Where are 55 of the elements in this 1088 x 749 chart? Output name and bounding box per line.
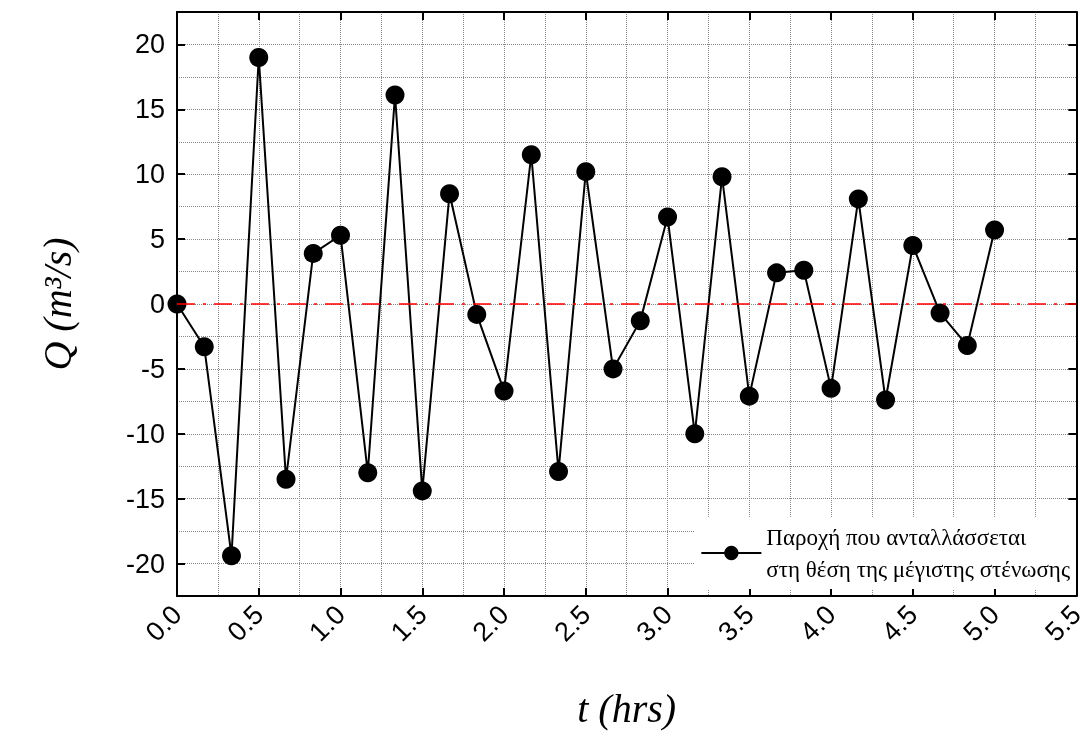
point [385,85,405,105]
x-tick-label: 4.5 [875,599,924,648]
point [603,359,623,379]
x-tick-label: 0.0 [139,599,188,648]
x-tick-label: 4.0 [793,599,842,648]
point [576,162,596,182]
x-tick-label: 5.5 [1039,599,1087,648]
point [767,263,787,283]
point [412,481,432,501]
point [685,424,705,444]
x-tick-label: 2.5 [548,599,597,648]
point [331,225,351,245]
y-tick-label: -15 [125,483,165,514]
point [712,167,732,187]
point [821,378,841,398]
x-tick-label: 3.0 [630,599,679,648]
point [658,207,678,227]
y-tick-label: -20 [125,548,165,579]
y-axis-title: Q (m³/s) [34,237,80,371]
point [222,546,241,566]
point [903,236,923,256]
point [249,47,269,67]
point [985,220,1005,240]
point [303,243,323,263]
point [848,189,868,209]
x-tick-label: 2.0 [466,599,515,648]
x-tick-label: 1.5 [385,599,433,648]
y-tick-label: -10 [125,418,165,449]
point [358,463,378,483]
point [549,461,569,481]
y-tick-label: 10 [134,159,165,190]
point [467,304,487,324]
point [957,336,977,356]
point [521,145,541,165]
x-tick-label: 0.5 [221,599,270,648]
point [194,337,214,357]
x-tick-label: 1.0 [303,599,352,648]
y-tick-label: 0 [149,289,165,319]
point [630,311,650,331]
legend-label: Παροχή που ανταλλάσσεται στη θέση της μέγιστης στένωσης [766,524,1070,582]
y-tick-label: -5 [140,353,165,384]
point [167,294,187,314]
point [794,260,814,280]
point [930,303,950,323]
y-tick-label: 5 [149,224,165,255]
y-tick-label: 15 [134,94,165,125]
y-tick-label: 20 [134,29,165,60]
point [739,386,759,406]
point [440,184,460,204]
x-axis-title: t (hrs) [577,685,677,731]
x-tick-label: 5.0 [957,599,1006,648]
point [276,469,296,489]
x-tick-label: 3.5 [712,599,760,648]
point [494,381,514,401]
point [876,390,896,410]
